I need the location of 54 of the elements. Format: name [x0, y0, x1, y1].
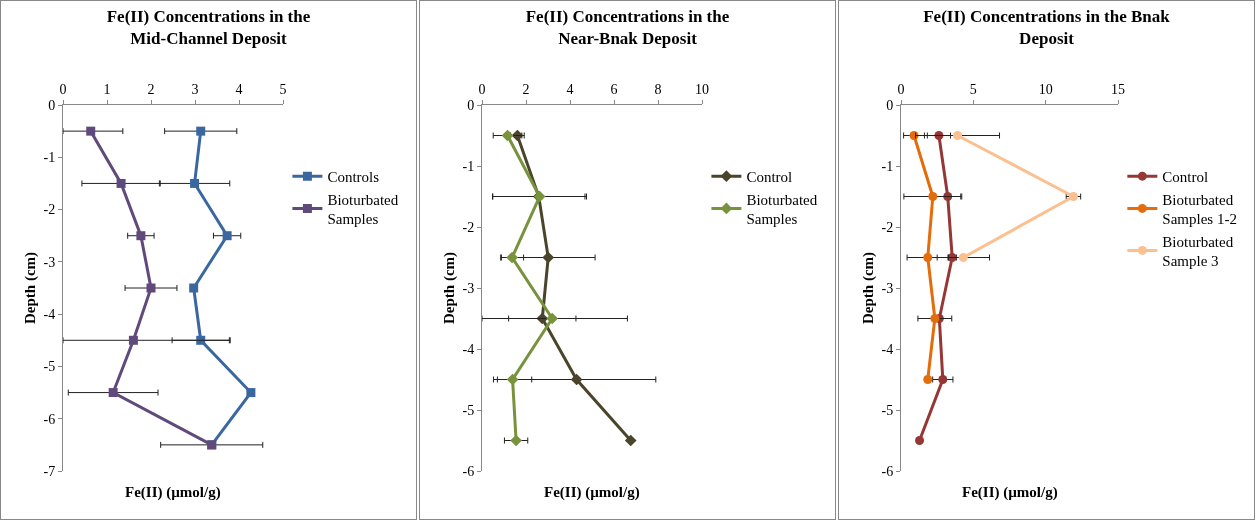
y-tick-label: -6	[462, 463, 475, 479]
x-tick-label: 4	[566, 82, 574, 98]
legend-label: Bioturbated Samples 1-2	[1162, 191, 1237, 227]
y-tick-label: 0	[467, 97, 475, 113]
x-tick-label: 4	[235, 82, 243, 98]
y-axis-title: Depth (cm)	[440, 251, 458, 325]
y-tick-label: -4	[881, 341, 894, 357]
y-tick-label: -3	[462, 280, 475, 296]
y-tick-label: -1	[43, 150, 56, 166]
y-tick-label: -2	[881, 219, 894, 235]
y-axis-title: Depth (cm)	[859, 251, 877, 325]
y-tick-label: 0	[886, 97, 894, 113]
y-axis-title: Depth (cm)	[21, 251, 39, 325]
x-axis-title: Fe(II) (µmol/g)	[962, 484, 1058, 501]
x-tick-label: 10	[695, 82, 709, 98]
legend-label: Bioturbated Samples	[746, 191, 818, 227]
x-tick-label: 2	[522, 82, 530, 98]
x-tick-label: 0	[897, 82, 905, 98]
x-tick-label: 3	[191, 82, 199, 98]
x-tick-label: 2	[147, 82, 155, 98]
y-tick-label: -2	[43, 202, 56, 218]
x-axis-title: Fe(II) (µmol/g)	[125, 484, 221, 501]
y-tick-label: -3	[881, 280, 894, 296]
x-tick-label: 6	[610, 82, 618, 98]
x-tick-label: 15	[1111, 82, 1125, 98]
x-tick-label: 1	[103, 82, 111, 98]
y-tick-label: -2	[462, 219, 475, 235]
legend-label: Controls	[327, 169, 380, 185]
x-tick-label: 10	[1038, 82, 1053, 98]
x-tick-label: 5	[969, 82, 977, 98]
y-tick-label: -6	[43, 411, 56, 427]
y-tick-label: -5	[43, 359, 56, 375]
chart-title: Fe(II) Concentrations in the Near-Bnak Deposit	[525, 6, 730, 48]
y-tick-label: -5	[462, 402, 475, 418]
x-axis-title: Fe(II) (µmol/g)	[544, 484, 640, 501]
legend-label: Control	[746, 169, 793, 185]
chart-title: Fe(II) Concentrations in the Mid-Channel Deposit	[106, 6, 311, 48]
x-tick-label: 5	[279, 82, 287, 98]
y-tick-label: -1	[881, 158, 894, 174]
y-tick-label: -5	[881, 402, 894, 418]
x-tick-label: 0	[59, 82, 67, 98]
x-tick-label: 8	[654, 82, 662, 98]
legend-label: Control	[1162, 169, 1209, 185]
y-tick-label: 0	[48, 97, 56, 113]
x-tick-label: 0	[478, 82, 486, 98]
y-tick-label: -3	[43, 254, 56, 270]
y-tick-label: -1	[462, 158, 475, 174]
y-tick-label: -4	[462, 341, 475, 357]
legend-label: Bioturbated Samples	[327, 191, 399, 227]
legend-label: Bioturbated Sample 3	[1162, 233, 1234, 269]
y-tick-label: -6	[881, 463, 894, 479]
chart-title: Fe(II) Concentrations in the Bnak Deposit	[923, 6, 1171, 48]
y-tick-label: -7	[43, 463, 56, 479]
y-tick-label: -4	[43, 307, 56, 323]
